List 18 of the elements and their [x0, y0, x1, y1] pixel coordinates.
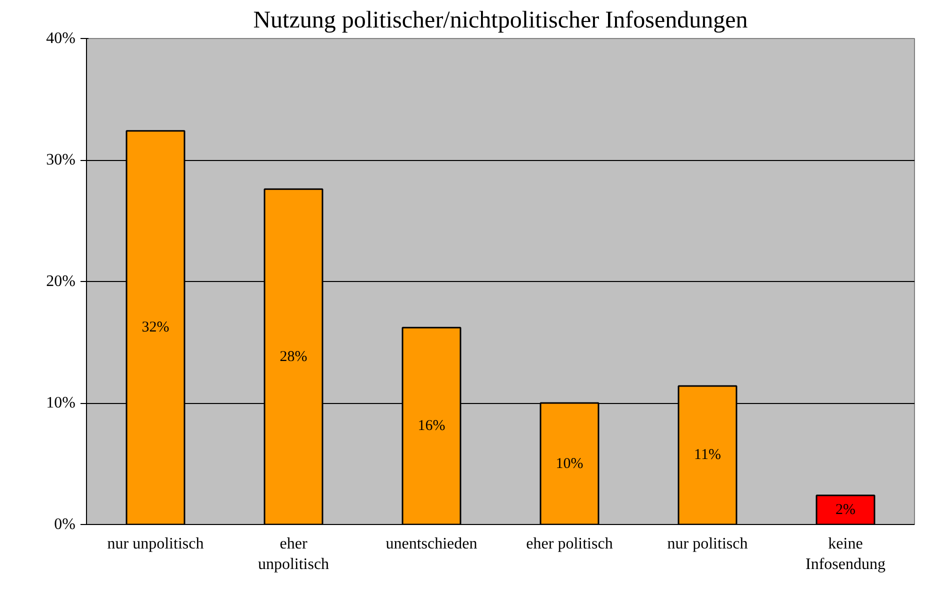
- x-tick-label: nur unpolitisch: [107, 536, 204, 552]
- data-label: 10%: [556, 456, 584, 472]
- y-tick-label: 30%: [46, 152, 76, 168]
- y-tick-label: 0%: [54, 516, 76, 533]
- x-tick-label: keine Infosendung: [806, 536, 886, 573]
- y-tick-label: 40%: [46, 30, 76, 47]
- x-tick-label: eher politisch: [526, 536, 613, 552]
- data-label: 11%: [694, 447, 721, 464]
- y-tick-label: 20%: [46, 273, 76, 290]
- x-tick-label: unentschieden: [386, 536, 478, 552]
- chart-title: Nutzung politischer/nichtpolitischer Infosendungen: [253, 8, 748, 34]
- y-tick-label: 10%: [46, 394, 76, 412]
- data-label: 28%: [280, 348, 308, 365]
- data-label: 16%: [418, 418, 446, 434]
- x-tick-label: eher unpolitisch: [258, 536, 330, 573]
- data-label: 2%: [836, 502, 856, 518]
- x-tick-label: nur politisch: [667, 536, 748, 552]
- data-label: 32%: [142, 320, 170, 336]
